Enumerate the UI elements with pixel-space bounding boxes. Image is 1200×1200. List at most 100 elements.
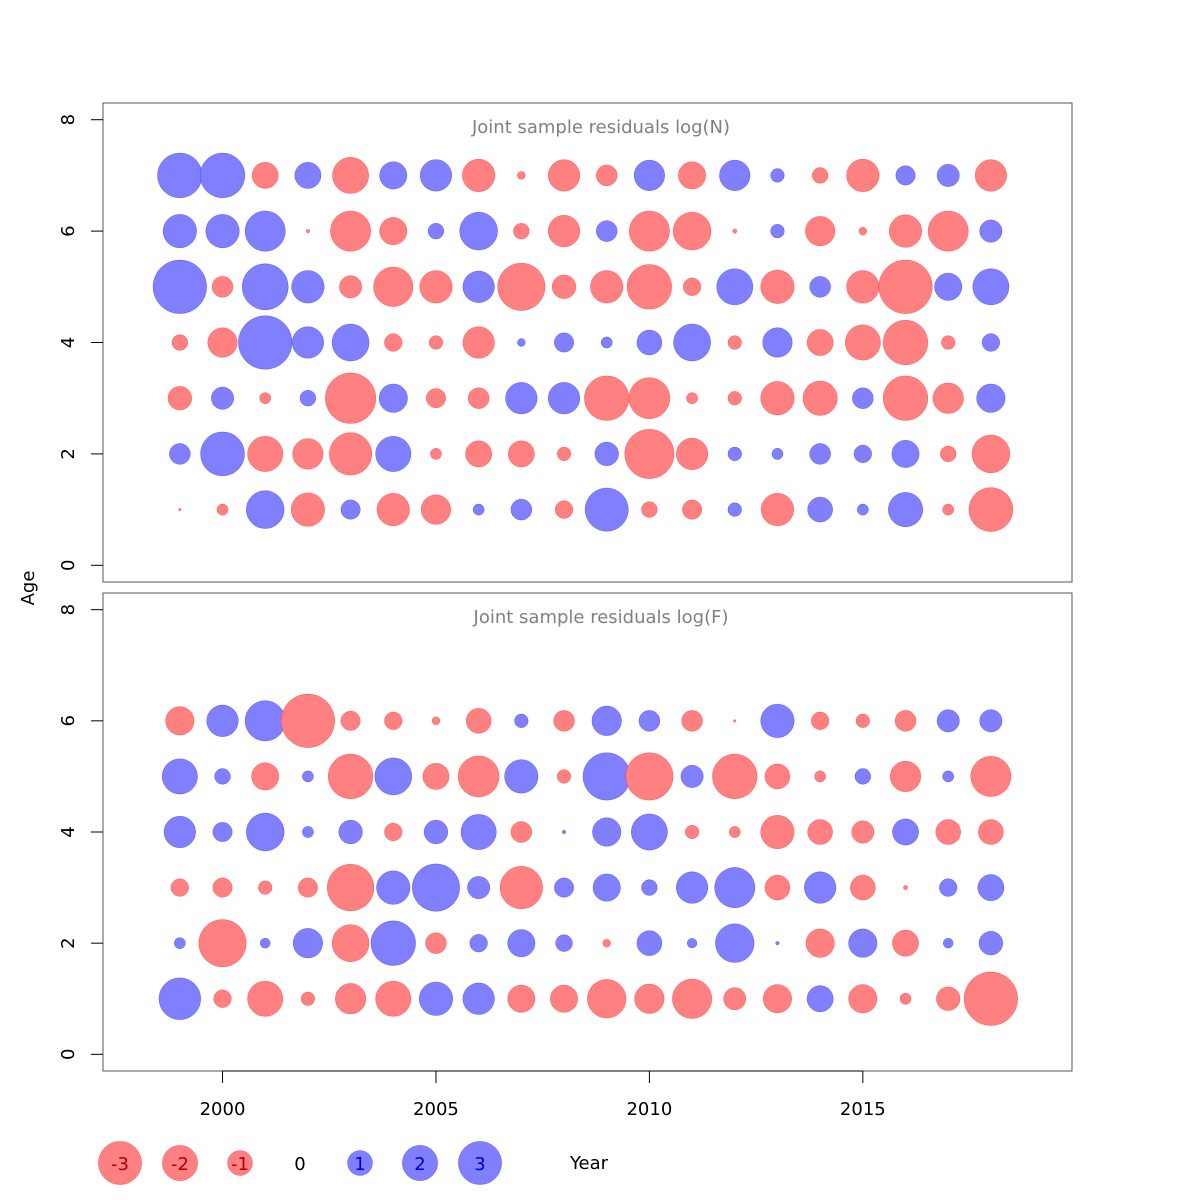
residual-bubble xyxy=(812,167,829,184)
legend-label: 0 xyxy=(294,1154,305,1175)
residual-bubble xyxy=(504,759,539,794)
legend: -3 -2 -1 0 1 2 3 xyxy=(98,1141,502,1185)
residual-bubble xyxy=(634,983,665,1014)
residual-bubble xyxy=(979,219,1003,243)
residual-bubble xyxy=(384,711,403,730)
y-tick-label: 8 xyxy=(58,114,79,125)
legend-label: 2 xyxy=(414,1154,425,1175)
residual-bubble xyxy=(727,502,742,517)
residual-bubble xyxy=(427,222,445,240)
x-tick-label: 2005 xyxy=(413,1099,459,1120)
y-tick-label: 4 xyxy=(58,337,79,348)
residual-bubble xyxy=(507,929,536,958)
residual-bubble xyxy=(170,878,189,897)
residual-bubble xyxy=(814,770,826,783)
panel-log-n: Joint sample residuals log(N) 0 2 4 6 8 xyxy=(58,102,1073,583)
residual-bubble xyxy=(374,757,413,796)
residual-bubble xyxy=(462,326,495,359)
residual-bubble xyxy=(895,165,916,186)
bubble-group xyxy=(152,152,1014,532)
residual-bubble xyxy=(712,753,758,799)
residual-bubble xyxy=(936,986,961,1011)
residual-bubble xyxy=(510,498,532,521)
residual-bubble xyxy=(943,937,954,949)
residual-bubble xyxy=(238,315,293,370)
residual-bubble xyxy=(339,275,362,299)
residual-bubble xyxy=(968,487,1014,532)
residual-bubble xyxy=(457,755,500,798)
residual-bubble xyxy=(462,982,495,1015)
residual-bubble xyxy=(379,161,408,190)
residual-bubble xyxy=(384,822,403,842)
residual-bubble xyxy=(211,386,234,410)
residual-bubble xyxy=(548,382,581,415)
residual-bubble xyxy=(247,436,284,472)
residual-bubble xyxy=(419,159,452,192)
residual-bubble xyxy=(467,387,490,409)
residual-bubble xyxy=(305,229,310,234)
residual-bubble xyxy=(214,768,231,785)
residual-bubble xyxy=(335,983,367,1015)
legend-label: -1 xyxy=(231,1154,249,1175)
legend-bubble xyxy=(162,1145,198,1181)
residual-bubble xyxy=(719,159,751,191)
residual-bubble xyxy=(244,210,286,252)
residual-bubble xyxy=(892,818,919,846)
residual-bubble xyxy=(582,752,631,801)
residual-bubble xyxy=(770,224,785,239)
residual-bubble xyxy=(760,815,795,849)
residual-bubble xyxy=(418,981,453,1016)
residual-bubble xyxy=(854,768,871,785)
x-axis: 2000 2005 2010 2015 xyxy=(200,1070,886,1120)
residual-bubble xyxy=(550,984,578,1013)
residual-bubble xyxy=(430,448,442,460)
residual-bubble xyxy=(892,929,919,957)
residual-bubble xyxy=(292,928,323,959)
y-tick-label: 4 xyxy=(58,826,79,837)
residual-bubble xyxy=(676,437,709,470)
residual-bubble xyxy=(472,503,485,516)
residual-bubble xyxy=(846,158,880,192)
residual-bubble xyxy=(591,705,622,736)
residual-bubble xyxy=(942,503,954,516)
residual-bubble xyxy=(971,434,1011,474)
residual-bubble xyxy=(328,753,374,799)
residual-bubble xyxy=(292,438,324,470)
residual-bubble xyxy=(300,991,315,1006)
residual-bubble xyxy=(628,377,671,419)
residual-bubble xyxy=(246,812,285,852)
residual-bubble xyxy=(770,168,785,183)
residual-bubble xyxy=(419,270,453,304)
residual-bubble xyxy=(858,226,867,236)
residual-bubble xyxy=(857,503,869,516)
residual-bubble xyxy=(171,334,188,351)
residual-bubble xyxy=(554,500,574,519)
residual-bubble xyxy=(428,335,444,350)
residual-bubble xyxy=(258,880,273,895)
y-tick-label: 8 xyxy=(58,604,79,615)
residual-bubble xyxy=(629,210,670,252)
residual-bubble xyxy=(241,263,289,311)
residual-bubble xyxy=(462,270,495,303)
y-axis: 0 2 4 6 8 xyxy=(58,604,103,1060)
legend-label: -3 xyxy=(111,1154,129,1175)
panel-title: Joint sample residuals log(N) xyxy=(471,117,730,138)
y-tick-label: 0 xyxy=(58,560,79,571)
residual-bubble xyxy=(672,211,712,251)
residual-bubble xyxy=(760,493,794,527)
residual-bubble xyxy=(517,338,526,347)
residual-bubble xyxy=(299,390,317,407)
residual-bubble xyxy=(584,375,630,421)
residual-bubble xyxy=(425,932,447,954)
residual-bubble xyxy=(762,327,793,358)
residual-bubble xyxy=(600,336,613,349)
residual-bubble xyxy=(807,496,833,523)
residual-bubble xyxy=(676,871,709,904)
residual-bubble xyxy=(332,157,369,194)
residual-bubble xyxy=(771,448,784,460)
residual-bubble xyxy=(556,446,572,461)
residual-bubble xyxy=(198,919,247,968)
residual-bubble xyxy=(340,710,361,731)
residual-bubble xyxy=(602,939,611,948)
residual-bubble xyxy=(936,709,960,733)
